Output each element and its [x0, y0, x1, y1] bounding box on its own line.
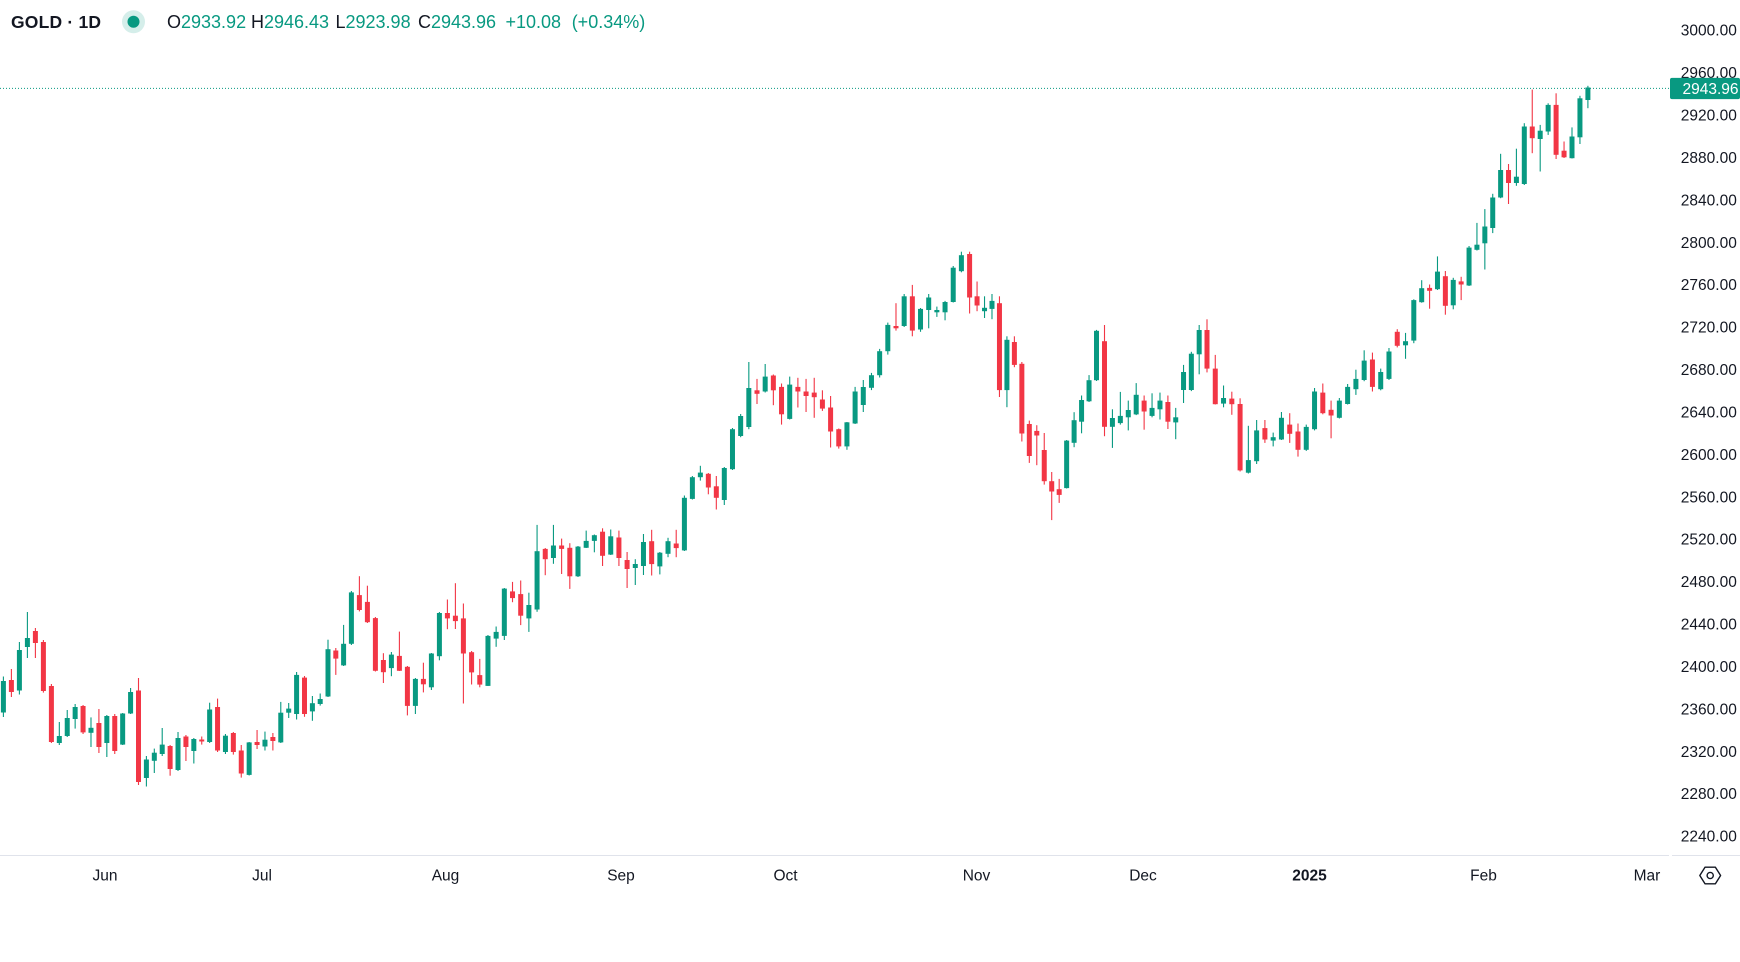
svg-text:2943.96: 2943.96 [1683, 81, 1739, 98]
svg-text:GOLD · 1D: GOLD · 1D [11, 12, 101, 32]
svg-text:C2943.96: C2943.96 [418, 12, 496, 32]
svg-text:Nov: Nov [963, 867, 991, 884]
svg-text:(+0.34%): (+0.34%) [572, 12, 646, 32]
svg-text:2480.00: 2480.00 [1681, 574, 1737, 591]
svg-text:2400.00: 2400.00 [1681, 659, 1737, 676]
svg-text:2560.00: 2560.00 [1681, 489, 1737, 506]
svg-text:L2923.98: L2923.98 [336, 12, 411, 32]
svg-text:Aug: Aug [432, 867, 460, 884]
svg-text:2960.00: 2960.00 [1681, 65, 1737, 82]
svg-text:2640.00: 2640.00 [1681, 404, 1737, 421]
svg-text:2880.00: 2880.00 [1681, 150, 1737, 167]
svg-text:+10.08: +10.08 [506, 12, 562, 32]
svg-text:2240.00: 2240.00 [1681, 829, 1737, 846]
svg-text:Feb: Feb [1470, 867, 1497, 884]
svg-text:2440.00: 2440.00 [1681, 617, 1737, 634]
svg-text:Mar: Mar [1634, 867, 1661, 884]
svg-text:2320.00: 2320.00 [1681, 744, 1737, 761]
svg-text:Sep: Sep [607, 867, 635, 884]
svg-text:Dec: Dec [1129, 867, 1157, 884]
svg-text:2025: 2025 [1292, 867, 1327, 884]
svg-text:2760.00: 2760.00 [1681, 277, 1737, 294]
svg-text:2520.00: 2520.00 [1681, 532, 1737, 549]
svg-text:Jun: Jun [93, 867, 118, 884]
svg-text:2840.00: 2840.00 [1681, 192, 1737, 209]
svg-text:2920.00: 2920.00 [1681, 108, 1737, 125]
svg-text:H2946.43: H2946.43 [251, 12, 329, 32]
svg-text:2360.00: 2360.00 [1681, 701, 1737, 718]
svg-text:3000.00: 3000.00 [1681, 23, 1737, 40]
svg-text:2680.00: 2680.00 [1681, 362, 1737, 379]
svg-text:Oct: Oct [773, 867, 798, 884]
svg-text:O2933.92: O2933.92 [167, 12, 246, 32]
svg-text:2600.00: 2600.00 [1681, 447, 1737, 464]
svg-text:Jul: Jul [252, 867, 272, 884]
svg-text:2800.00: 2800.00 [1681, 235, 1737, 252]
svg-text:2720.00: 2720.00 [1681, 320, 1737, 337]
svg-text:2280.00: 2280.00 [1681, 786, 1737, 803]
